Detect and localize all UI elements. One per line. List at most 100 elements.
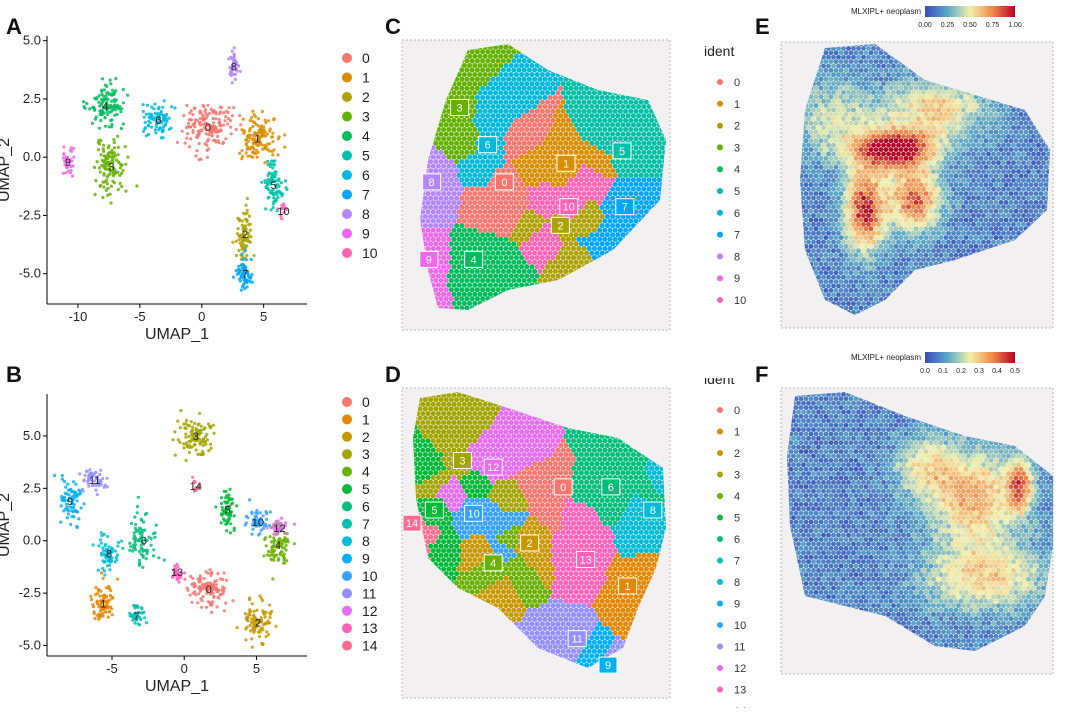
spot bbox=[545, 145, 551, 151]
spot bbox=[482, 154, 488, 160]
point-cluster-0 bbox=[212, 125, 216, 129]
spot bbox=[469, 49, 475, 55]
spot bbox=[584, 241, 590, 247]
point-cluster-3 bbox=[112, 141, 116, 145]
spot bbox=[550, 81, 556, 87]
spot bbox=[511, 223, 517, 229]
point-cluster-0 bbox=[205, 605, 209, 609]
spot bbox=[610, 186, 616, 192]
point-cluster-4 bbox=[103, 116, 107, 120]
legend-swatch-8 bbox=[342, 209, 352, 219]
spot bbox=[573, 232, 579, 238]
point-cluster-3 bbox=[116, 145, 120, 149]
spot bbox=[534, 72, 540, 78]
point-cluster-2 bbox=[249, 620, 253, 624]
spot bbox=[472, 90, 478, 96]
spot bbox=[461, 72, 467, 78]
spot bbox=[459, 122, 465, 128]
point-cluster-3 bbox=[114, 158, 118, 162]
spot bbox=[620, 223, 626, 229]
spot bbox=[581, 218, 587, 224]
spot bbox=[448, 195, 454, 201]
point-cluster-3 bbox=[209, 442, 213, 446]
spot bbox=[542, 177, 548, 183]
spot bbox=[513, 127, 519, 132]
spot bbox=[506, 214, 512, 219]
point-cluster-12 bbox=[265, 526, 269, 530]
point-cluster-8 bbox=[228, 72, 232, 76]
spot bbox=[534, 90, 540, 96]
point-cluster-3 bbox=[186, 423, 190, 427]
point-cluster-2 bbox=[258, 630, 262, 634]
point-cluster-2 bbox=[247, 612, 251, 616]
point-cluster-0 bbox=[188, 593, 192, 597]
point-cluster-5 bbox=[279, 181, 283, 185]
spot bbox=[446, 209, 452, 215]
spot bbox=[539, 108, 545, 114]
spot bbox=[493, 191, 499, 197]
spot bbox=[508, 255, 514, 261]
spot bbox=[519, 255, 525, 261]
spot bbox=[524, 172, 530, 178]
spot bbox=[482, 81, 488, 87]
point-cluster-3 bbox=[121, 168, 125, 173]
point-cluster-3 bbox=[98, 170, 102, 174]
point-cluster-1 bbox=[263, 118, 267, 122]
spot bbox=[646, 113, 652, 119]
point-cluster-6 bbox=[143, 120, 147, 125]
point-cluster-9 bbox=[70, 509, 74, 513]
spot bbox=[620, 122, 626, 128]
point-cluster-3 bbox=[184, 432, 188, 436]
point-cluster-7 bbox=[243, 287, 247, 291]
spot bbox=[565, 127, 571, 132]
spot bbox=[487, 236, 493, 242]
spot bbox=[513, 264, 519, 270]
point-cluster-6 bbox=[147, 535, 151, 539]
point-cluster-4 bbox=[100, 77, 105, 81]
spot bbox=[547, 259, 553, 265]
spot bbox=[503, 255, 509, 261]
spot bbox=[506, 67, 512, 73]
spot bbox=[646, 131, 652, 137]
spot bbox=[498, 163, 504, 169]
spot bbox=[532, 268, 538, 274]
spot bbox=[534, 136, 540, 142]
spot bbox=[454, 250, 460, 256]
spot bbox=[604, 204, 610, 210]
point-cluster-3 bbox=[209, 446, 213, 450]
spot bbox=[550, 209, 556, 215]
point-cluster-0 bbox=[214, 117, 218, 121]
cluster-label-0: 0 bbox=[205, 122, 211, 134]
spot bbox=[454, 259, 460, 265]
point-cluster-7 bbox=[250, 273, 254, 277]
spot bbox=[537, 214, 543, 219]
point-cluster-7 bbox=[131, 618, 135, 622]
point-cluster-4 bbox=[101, 99, 105, 103]
point-cluster-0 bbox=[224, 601, 228, 605]
spot bbox=[526, 140, 532, 146]
point-cluster-6 bbox=[150, 125, 154, 129]
spot bbox=[513, 218, 519, 224]
spot bbox=[506, 140, 512, 146]
spot bbox=[516, 232, 522, 238]
point-cluster-5 bbox=[227, 516, 232, 521]
spot bbox=[571, 108, 577, 114]
spot bbox=[446, 300, 452, 306]
point-cluster-9 bbox=[82, 502, 86, 506]
spot bbox=[500, 223, 506, 229]
spot bbox=[503, 273, 509, 279]
spot bbox=[545, 227, 551, 233]
spot bbox=[636, 113, 642, 119]
spot bbox=[591, 227, 597, 233]
spot bbox=[542, 149, 548, 155]
spot bbox=[498, 44, 504, 50]
spot bbox=[446, 255, 452, 261]
point-cluster-0 bbox=[231, 599, 235, 603]
spot bbox=[485, 232, 491, 238]
point-cluster-1 bbox=[246, 145, 250, 149]
spot bbox=[529, 255, 535, 261]
spot bbox=[599, 149, 605, 155]
spot bbox=[503, 117, 509, 123]
point-cluster-6 bbox=[132, 546, 136, 550]
legend-swatch-7 bbox=[342, 518, 352, 529]
